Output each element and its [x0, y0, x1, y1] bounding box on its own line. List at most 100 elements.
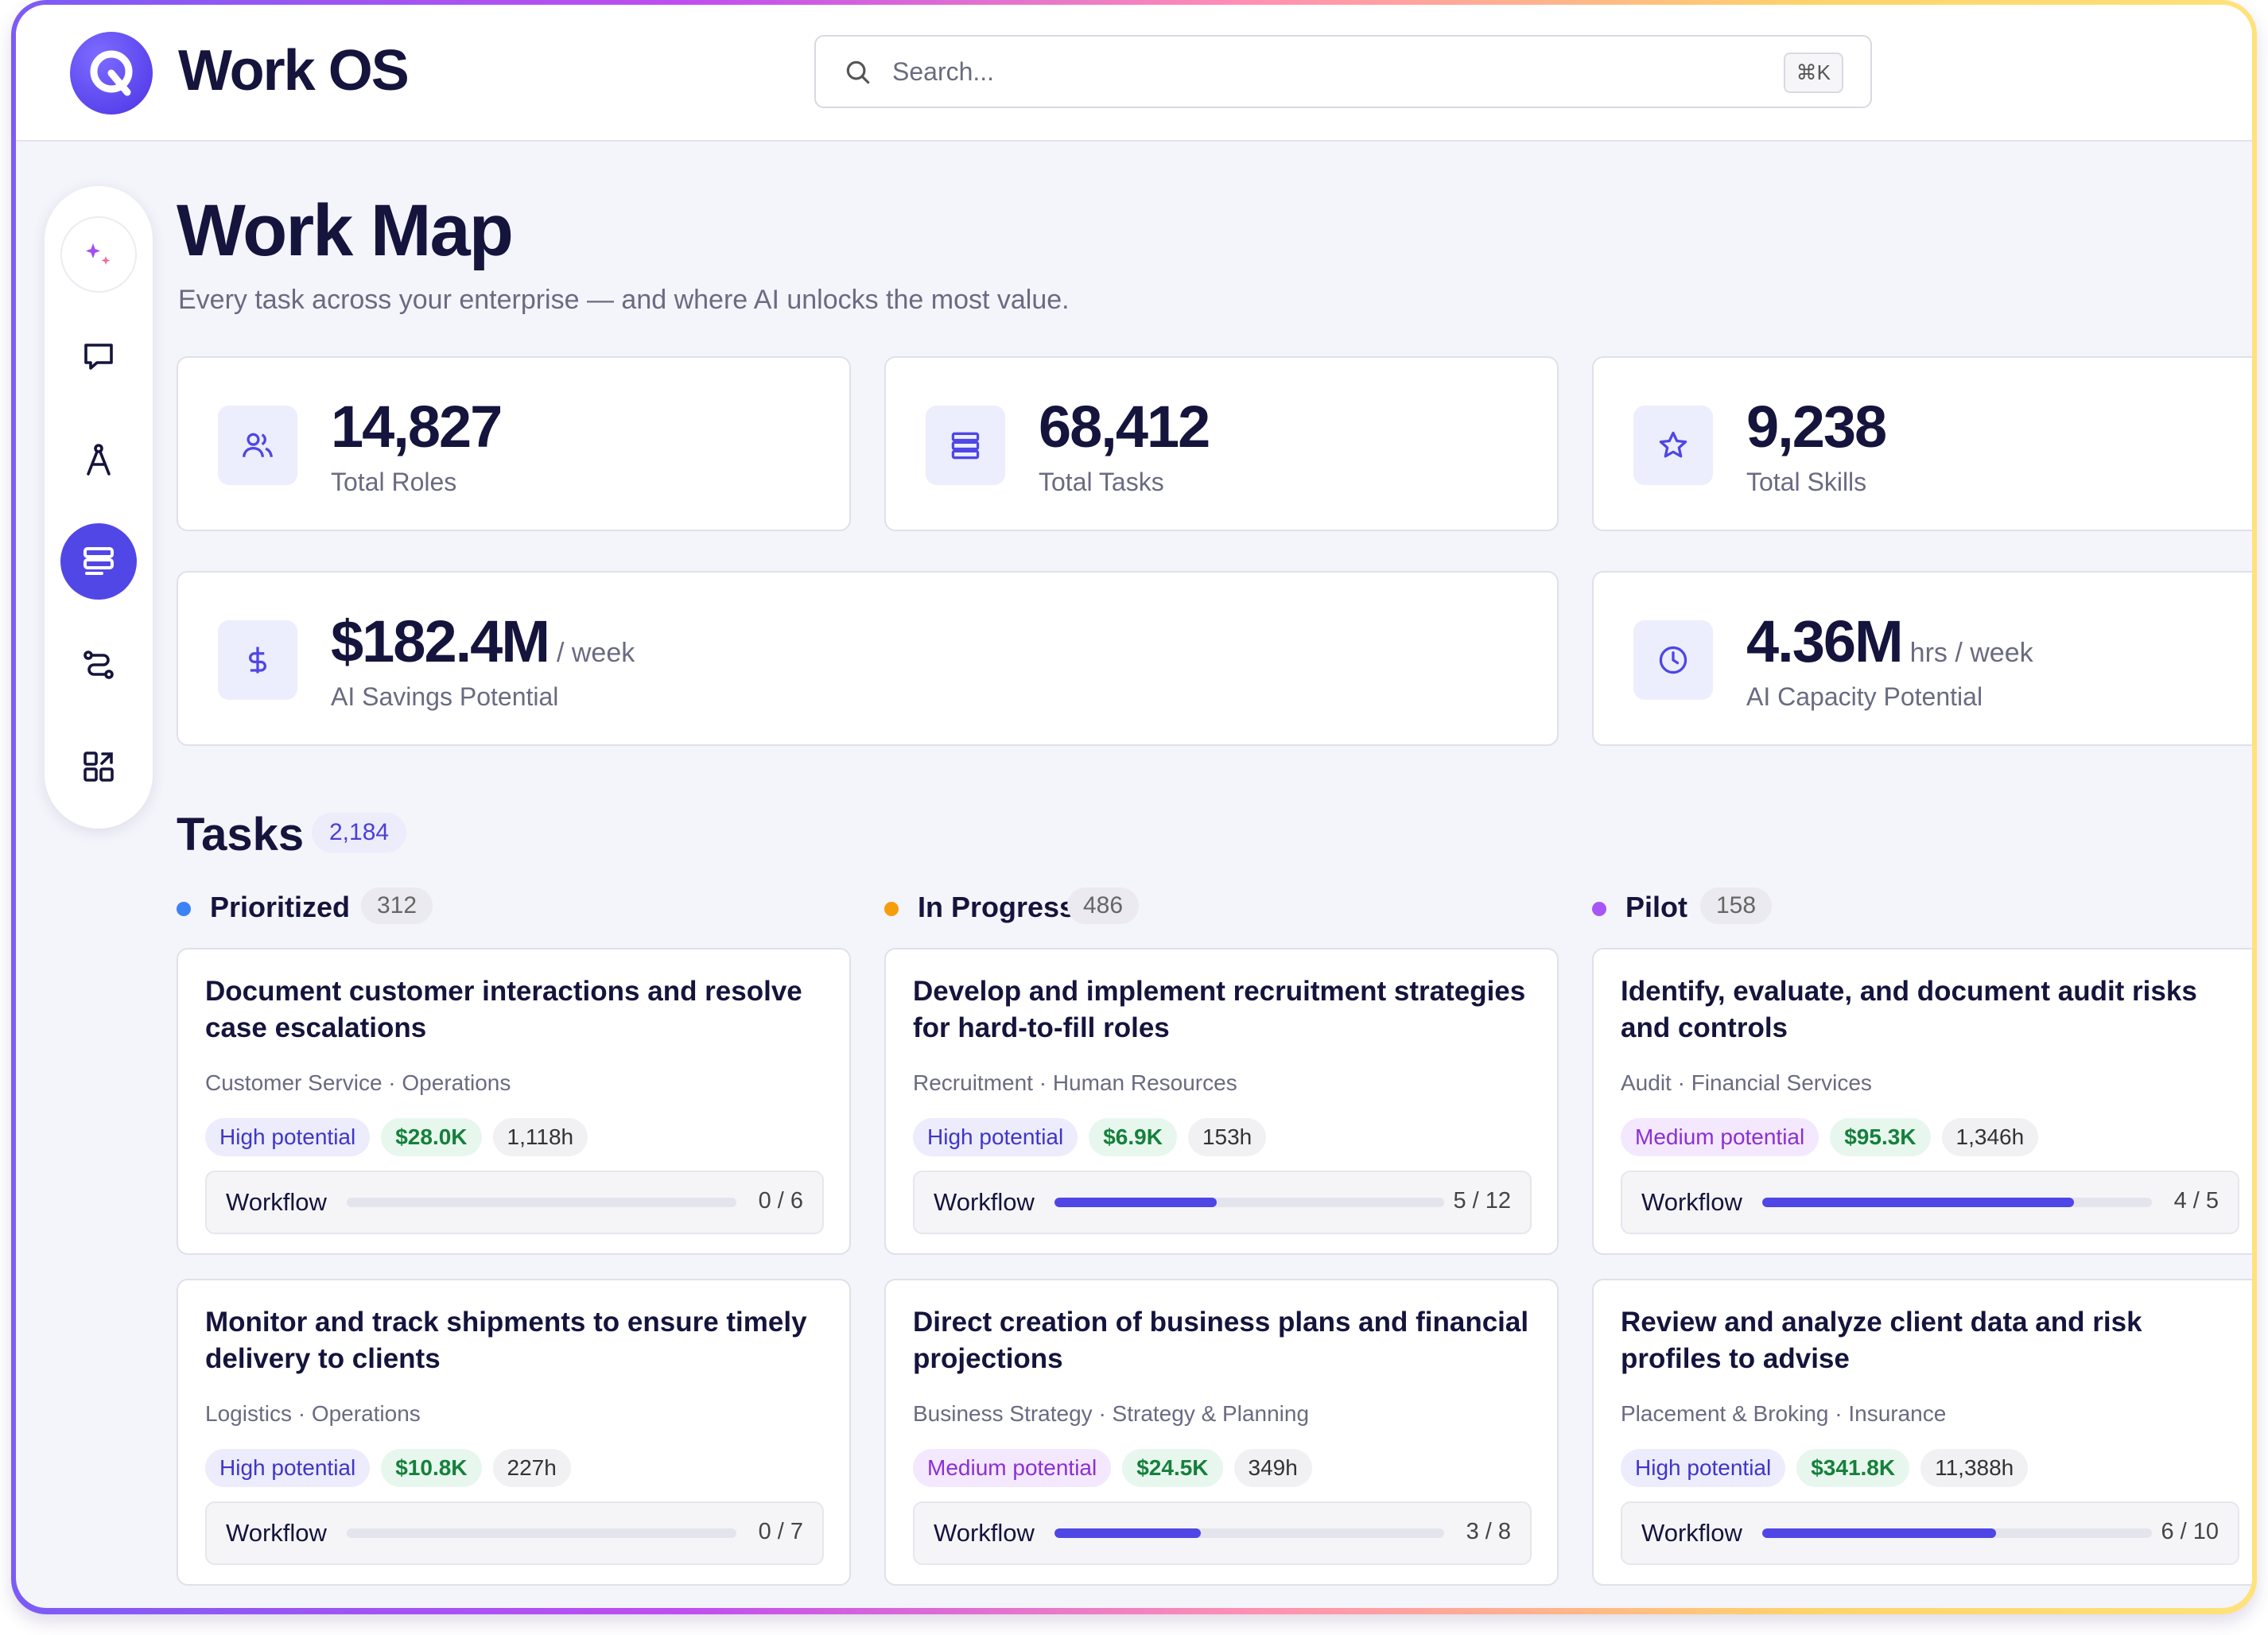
workflow-progress[interactable]: Workflow 5 / 12: [913, 1171, 1532, 1234]
stat-unit: / week: [556, 638, 635, 668]
workflow-ratio: 0 / 6: [758, 1188, 803, 1214]
hours-badge: 349h: [1233, 1449, 1312, 1487]
users-icon: [218, 406, 297, 485]
workflow-fill: [1762, 1198, 2074, 1207]
task-title: Direct creation of business plans and fi…: [913, 1307, 1529, 1374]
search-icon: [843, 57, 873, 91]
page-subtitle: Every task across your enterprise — and …: [178, 285, 1070, 315]
status-dot: [1592, 902, 1606, 916]
workflow-label: Workflow: [1641, 1519, 1742, 1547]
task-meta: Business Strategy · Strategy & Planning: [913, 1401, 1310, 1426]
column-title: In Progress: [918, 891, 1076, 923]
workflow-progress[interactable]: Workflow 4 / 5: [1621, 1171, 2239, 1234]
app-title: Work OS: [178, 39, 410, 103]
workflow-ratio: 5 / 12: [1453, 1188, 1511, 1214]
task-meta: Placement & Broking · Insurance: [1621, 1401, 1947, 1426]
workflow-label: Workflow: [226, 1519, 327, 1547]
stack-icon: [926, 406, 1005, 485]
workflow-progress[interactable]: Workflow 0 / 6: [205, 1171, 824, 1234]
task-card[interactable]: Develop and implement recruitment strate…: [884, 948, 1559, 1255]
page-title: Work Map: [177, 190, 514, 271]
task-title: Identify, evaluate, and document audit r…: [1621, 976, 2197, 1043]
hours-badge: 11,388h: [1920, 1449, 2029, 1487]
sidebar-item-workmap[interactable]: [60, 523, 137, 600]
workflow-track: [347, 1198, 736, 1207]
task-chips: High potential $28.0K 1,118h: [205, 1118, 588, 1156]
potential-badge: High potential: [913, 1118, 1078, 1156]
sidebar-item-routes[interactable]: [60, 627, 137, 703]
column-count-badge: 486: [1067, 887, 1140, 924]
task-card[interactable]: Review and analyze client data and risk …: [1592, 1279, 2252, 1586]
stat-unit: hrs / week: [1909, 638, 2033, 668]
task-chips: Medium potential $95.3K 1,346h: [1621, 1118, 2039, 1156]
sidebar-item-apps[interactable]: [60, 728, 137, 805]
savings-badge: $341.8K: [1796, 1449, 1910, 1487]
workflow-track: [1762, 1528, 2152, 1538]
workflow-ratio: 0 / 7: [758, 1519, 803, 1544]
workflow-fill: [1762, 1528, 1996, 1538]
stat-card-roles[interactable]: 14,827 Total Roles: [177, 356, 851, 531]
stat-card-skills[interactable]: 9,238 Total Skills: [1592, 356, 2252, 531]
stat-label: AI Capacity Potential: [1746, 682, 1983, 711]
workflow-ratio: 3 / 8: [1466, 1519, 1511, 1544]
hours-badge: 1,346h: [1941, 1118, 2039, 1156]
savings-badge: $95.3K: [1830, 1118, 1931, 1156]
task-card[interactable]: Document customer interactions and resol…: [177, 948, 851, 1255]
task-title: Document customer interactions and resol…: [205, 976, 802, 1043]
task-chips: High potential $341.8K 11,388h: [1621, 1449, 2029, 1487]
savings-badge: $10.8K: [381, 1449, 482, 1487]
task-meta: Audit · Financial Services: [1621, 1070, 1872, 1095]
workflow-ratio: 6 / 10: [2161, 1519, 2219, 1544]
top-bar: Work OS Search... ⌘K: [16, 5, 2252, 142]
status-dot: [884, 902, 899, 916]
logo-icon[interactable]: [70, 32, 153, 115]
workflow-fill: [1054, 1528, 1201, 1538]
workflow-track: [1054, 1198, 1444, 1207]
workflow-label: Workflow: [934, 1188, 1035, 1216]
stat-card-capacity[interactable]: 4.36M hrs / week AI Capacity Potential: [1592, 571, 2252, 746]
workflow-fill: [1054, 1198, 1217, 1207]
savings-badge: $28.0K: [381, 1118, 482, 1156]
workflow-label: Workflow: [1641, 1188, 1742, 1216]
sidebar-item-ai[interactable]: [60, 216, 137, 293]
task-chips: Medium potential $24.5K 349h: [913, 1449, 1312, 1487]
stat-label: Total Roles: [331, 468, 457, 496]
hours-badge: 227h: [492, 1449, 571, 1487]
stat-value: 68,412: [1039, 394, 1210, 460]
task-card[interactable]: Identify, evaluate, and document audit r…: [1592, 948, 2252, 1255]
sidebar-item-chat[interactable]: [60, 318, 137, 394]
column-title: Pilot: [1625, 891, 1687, 923]
dollar-icon: [218, 620, 297, 700]
sidebar-item-compass[interactable]: [60, 421, 137, 498]
status-dot: [177, 902, 191, 916]
potential-badge: High potential: [205, 1449, 371, 1487]
stat-label: Total Tasks: [1039, 468, 1164, 496]
column-title: Prioritized: [210, 891, 351, 923]
stat-card-savings[interactable]: $182.4M / week AI Savings Potential: [177, 571, 1559, 746]
workflow-track: [1054, 1528, 1444, 1538]
clock-icon: [1633, 620, 1713, 700]
workflow-track: [1762, 1198, 2152, 1207]
task-chips: High potential $10.8K 227h: [205, 1449, 571, 1487]
workflow-label: Workflow: [226, 1188, 327, 1216]
potential-badge: High potential: [205, 1118, 371, 1156]
search-bar[interactable]: Search... ⌘K: [814, 35, 1872, 108]
workflow-progress[interactable]: Workflow 3 / 8: [913, 1501, 1532, 1565]
task-card[interactable]: Monitor and track shipments to ensure ti…: [177, 1279, 851, 1586]
search-input[interactable]: Search...: [892, 57, 995, 86]
stat-value: 4.36M hrs / week: [1746, 608, 2033, 674]
stat-value: 14,827: [331, 394, 503, 460]
sidebar: [45, 186, 153, 829]
task-meta: Customer Service · Operations: [205, 1070, 511, 1095]
stat-label: Total Skills: [1746, 468, 1867, 496]
potential-badge: Medium potential: [1621, 1118, 1819, 1156]
stat-card-tasks[interactable]: 68,412 Total Tasks: [884, 356, 1559, 531]
workflow-progress[interactable]: Workflow 0 / 7: [205, 1501, 824, 1565]
column-count-badge: 312: [361, 887, 433, 924]
workflow-progress[interactable]: Workflow 6 / 10: [1621, 1501, 2239, 1565]
savings-badge: $6.9K: [1089, 1118, 1177, 1156]
shortcut-badge: ⌘K: [1783, 52, 1843, 93]
tasks-title: Tasks: [177, 809, 305, 860]
task-card[interactable]: Direct creation of business plans and fi…: [884, 1279, 1559, 1586]
stat-value: 9,238: [1746, 394, 1887, 460]
